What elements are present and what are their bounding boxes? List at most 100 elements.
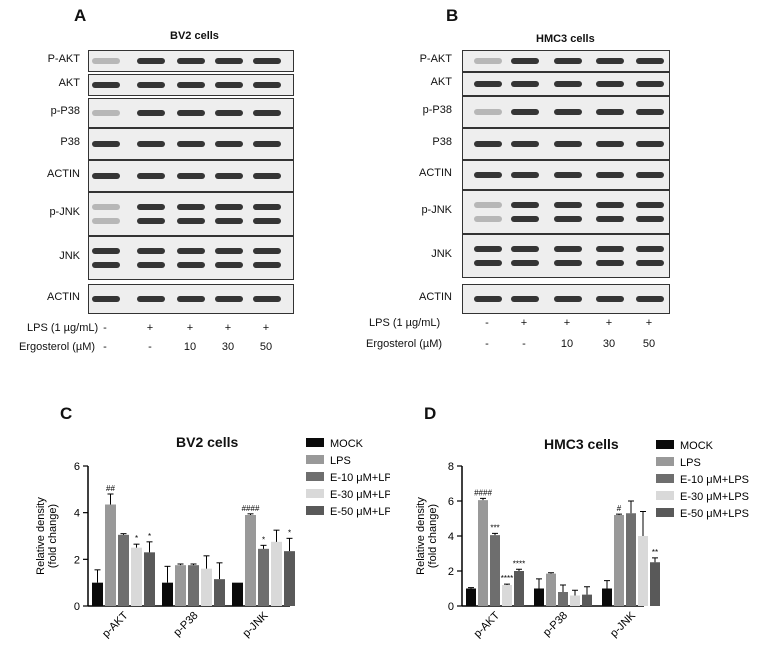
category-label: p-JNK (241, 609, 272, 640)
y-axis-label: Relative density (415, 497, 427, 575)
legend-swatch (656, 440, 674, 449)
legend-swatch (656, 508, 674, 517)
blot-band (177, 262, 205, 268)
significance-label: # (617, 504, 622, 513)
legend-label: MOCK (330, 438, 364, 450)
bar (232, 582, 243, 606)
blot-band (511, 58, 539, 64)
panel-letter-d: D (424, 404, 437, 423)
blot-band (137, 141, 165, 147)
blot-band (177, 110, 205, 116)
blot-band (92, 262, 120, 268)
blot-band (177, 248, 205, 254)
blot-band (92, 204, 120, 210)
panel-letter-b: B (446, 6, 459, 25)
blot-band (92, 141, 120, 147)
blot-band (636, 202, 664, 208)
blot-band (554, 58, 582, 64)
bar (118, 534, 129, 606)
blot-band (253, 218, 281, 224)
blot-strip (88, 192, 294, 236)
condition-label: LPS (1 µg/mL) (27, 322, 99, 334)
blot-band (474, 296, 502, 302)
legend-label: E-50 μM+LPS (330, 506, 390, 518)
blot-band (596, 172, 624, 178)
bar (626, 513, 636, 606)
blot-row-label: P38 (432, 136, 452, 148)
blot-band (554, 260, 582, 266)
blot-band (636, 246, 664, 252)
blot-band (253, 204, 281, 210)
blot-strip (88, 284, 294, 314)
legend-label: E-10 μM+LPS (680, 474, 749, 486)
blot-row-label: ACTIN (419, 167, 452, 179)
blot-band (636, 81, 664, 87)
y-tick-label: 4 (74, 508, 80, 520)
blot-row-label: ACTIN (47, 291, 80, 303)
legend-swatch (306, 472, 324, 481)
blot-band (474, 216, 502, 222)
blot-band (596, 202, 624, 208)
blot-strip (462, 234, 670, 278)
condition-mark: + (262, 322, 270, 334)
blot-band (137, 248, 165, 254)
blot-band (215, 218, 243, 224)
blot-row-label: JNK (59, 250, 80, 262)
chart-title-hmc3: HMC3 cells (544, 436, 619, 452)
bar (466, 588, 476, 606)
blot-band (554, 141, 582, 147)
blot-band (511, 81, 539, 87)
blot-band (137, 218, 165, 224)
blot-band (92, 248, 120, 254)
blot-band (554, 216, 582, 222)
condition-mark: 10 (183, 341, 197, 353)
bar (502, 585, 512, 606)
bar (258, 548, 269, 606)
blot-band (511, 141, 539, 147)
blot-band (474, 58, 502, 64)
blot-band (554, 246, 582, 252)
blot-band (596, 296, 624, 302)
blot-strip (88, 50, 294, 72)
bar (514, 571, 524, 606)
blot-band (253, 110, 281, 116)
blot-band (511, 246, 539, 252)
blot-band (92, 82, 120, 88)
blot-band (215, 58, 243, 64)
significance-label: #### (242, 504, 260, 513)
blot-band (554, 109, 582, 115)
blot-band (474, 81, 502, 87)
blot-band (511, 216, 539, 222)
blot-band (137, 204, 165, 210)
blot-band (596, 58, 624, 64)
blot-row-label: p-P38 (50, 105, 80, 117)
blot-band (177, 296, 205, 302)
blot-band (177, 204, 205, 210)
blot-band (636, 172, 664, 178)
legend-swatch (656, 457, 674, 466)
condition-mark: 50 (259, 341, 273, 353)
condition-mark: - (485, 338, 489, 350)
blot-band (137, 173, 165, 179)
blot-band (596, 141, 624, 147)
significance-label: ## (106, 484, 115, 493)
bar (144, 552, 155, 606)
blot-band (474, 172, 502, 178)
blot-band (92, 58, 120, 64)
blot-row-label: P-AKT (419, 53, 452, 65)
condition-mark: - (103, 322, 107, 334)
blot-band (253, 173, 281, 179)
blot-band (92, 110, 120, 116)
bar (558, 592, 568, 606)
legend-label: LPS (680, 457, 701, 469)
bar (614, 515, 624, 606)
significance-label: #### (474, 488, 492, 497)
condition-mark: + (605, 317, 613, 329)
condition-mark: + (186, 322, 194, 334)
bar (478, 500, 488, 606)
significance-label: * (262, 535, 265, 544)
blot-band (137, 58, 165, 64)
bar (546, 573, 556, 606)
blot-band (511, 202, 539, 208)
blot-band (554, 172, 582, 178)
